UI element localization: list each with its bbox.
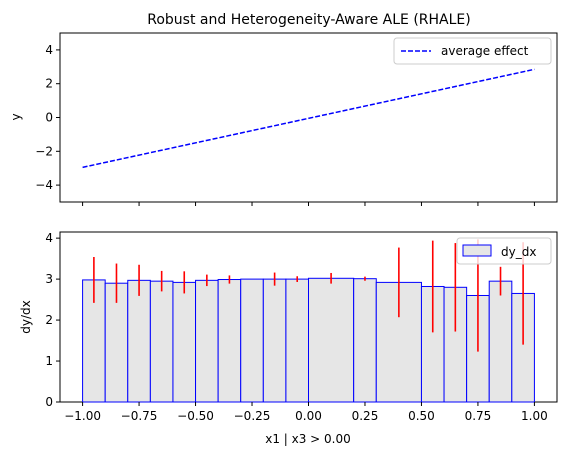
bottom-x-tick-label: 0.50 [408, 409, 435, 423]
chart-title: Robust and Heterogeneity-Aware ALE (RHAL… [147, 12, 470, 28]
top-y-tick-label: −4 [35, 178, 53, 192]
bottom-y-ticks: 0 1 2 3 4 [45, 231, 60, 409]
legend-average-effect: average effect [441, 44, 529, 58]
bottom-x-tick-label: −0.25 [234, 409, 271, 423]
dy-dx-bar [172, 281, 197, 403]
bottom-y-axis-label: dy/dx [19, 300, 33, 333]
dy-dx-bar [217, 279, 242, 403]
bottom-x-tick-label: 0.00 [295, 409, 322, 423]
top-legend: average effect [393, 37, 552, 65]
dy-dx-bar [308, 277, 355, 403]
dy-dx-bar [195, 279, 219, 403]
dy-dx-bar [127, 279, 151, 403]
bottom-y-tick-label: 3 [45, 272, 53, 286]
bottom-x-tick-label: −1.00 [64, 409, 101, 423]
bottom-plot-area [82, 239, 535, 403]
bottom-y-tick-label: 4 [45, 231, 53, 245]
top-y-ticks: −4 −2 0 2 4 [35, 43, 60, 192]
bottom-x-axis-label: x1 | x3 > 0.00 [265, 432, 351, 446]
bottom-x-tick-label: 1.00 [521, 409, 548, 423]
top-y-tick-label: −2 [35, 144, 53, 158]
top-y-tick-label: 0 [45, 111, 53, 125]
bottom-x-tick-label: 0.25 [352, 409, 379, 423]
average-effect-line [82, 68, 535, 169]
top-y-tick-label: 2 [45, 77, 53, 91]
bottom-x-tick-label: −0.50 [177, 409, 214, 423]
bottom-y-tick-label: 0 [45, 395, 53, 409]
top-y-tick-label: 4 [45, 43, 53, 57]
bottom-x-ticks: −1.00 −0.75 −0.50 −0.25 0.00 0.25 0.50 0.75 1.00 [64, 402, 548, 423]
dy-dx-bar [149, 280, 174, 403]
bottom-y-tick-label: 2 [45, 313, 53, 327]
top-plot-area [82, 68, 535, 169]
top-legend-box [393, 37, 552, 65]
dy-dx-bar [353, 278, 377, 403]
bottom-legend: dy_dx [456, 237, 552, 265]
dy-dx-bar [285, 278, 309, 403]
top-x-ticks [82, 202, 535, 206]
dy-dx-bar [240, 278, 264, 403]
top-y-axis-label: y [9, 113, 23, 120]
dy-dx-bar [488, 280, 513, 403]
dy-dx-bar [262, 278, 287, 403]
bottom-y-tick-label: 1 [45, 354, 53, 368]
legend-bar-swatch [462, 244, 492, 257]
bottom-x-tick-label: 0.75 [465, 409, 492, 423]
bottom-x-tick-label: −0.75 [121, 409, 158, 423]
legend-dy-dx: dy_dx [501, 245, 536, 259]
